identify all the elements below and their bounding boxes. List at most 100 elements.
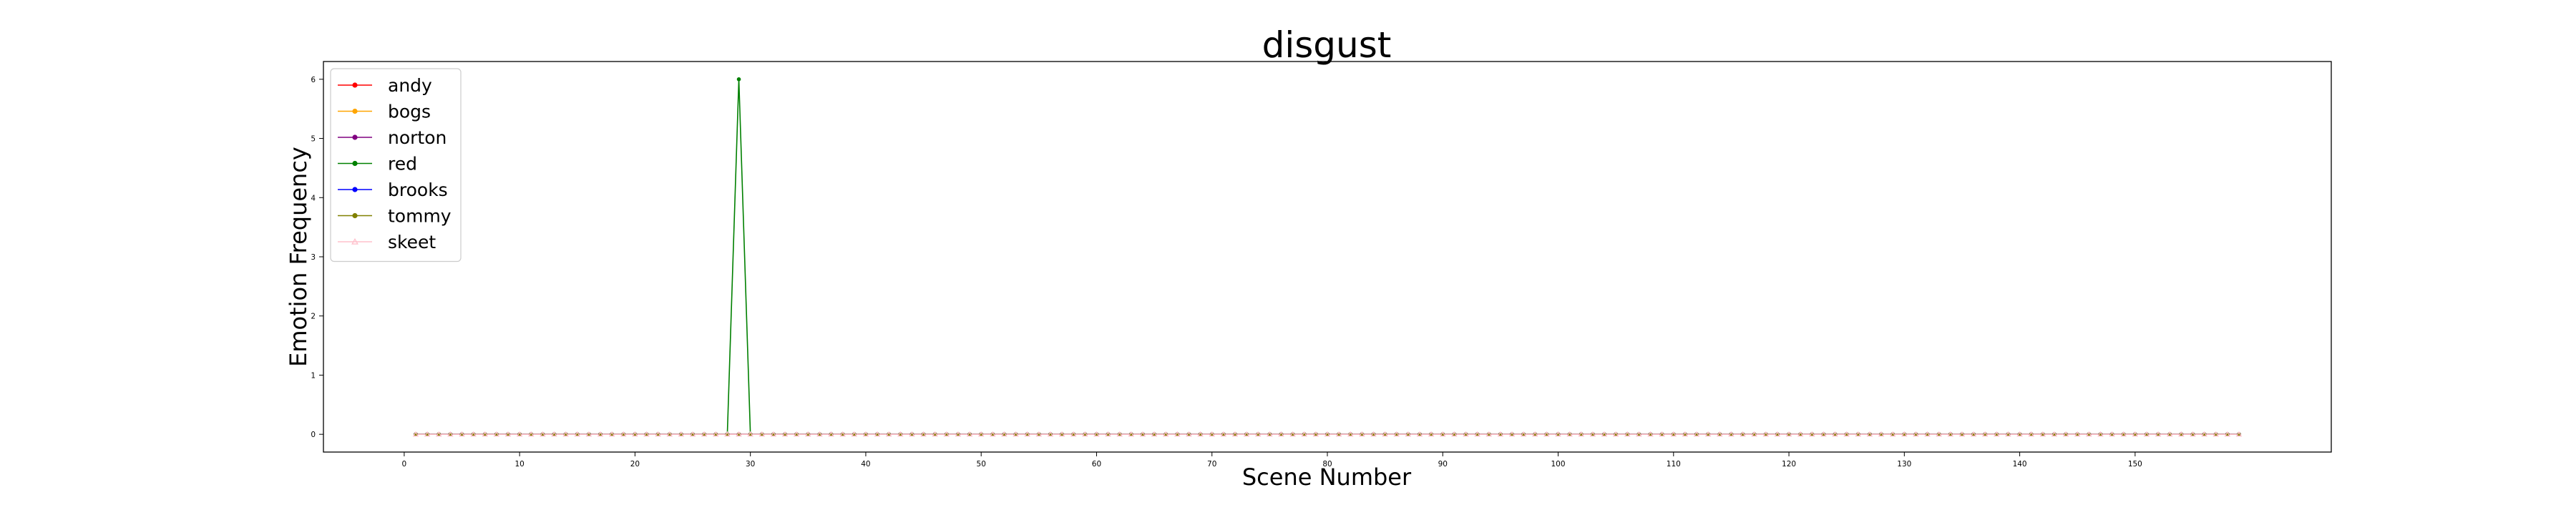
data-point: [1428, 431, 1435, 437]
data-point: [1970, 431, 1977, 437]
data-point: [540, 431, 546, 437]
data-point: [1278, 431, 1284, 437]
data-point: [1013, 431, 1019, 437]
data-point: [1105, 431, 1111, 437]
x-tick-label: 80: [1322, 460, 1332, 469]
x-tick-label: 150: [2128, 460, 2142, 469]
data-point: [1832, 431, 1838, 437]
data-point: [666, 431, 673, 437]
data-point: [597, 431, 604, 437]
data-point: [352, 160, 358, 167]
legend-item-brooks: brooks: [338, 180, 448, 200]
data-point: [1070, 431, 1077, 437]
data-point: [1520, 431, 1527, 437]
data-point: [839, 431, 846, 437]
data-point: [482, 431, 488, 437]
data-point: [932, 431, 938, 437]
data-point: [1659, 431, 1665, 437]
data-point: [1174, 431, 1181, 437]
data-point: [352, 108, 358, 114]
data-point: [1359, 431, 1365, 437]
data-point: [1243, 431, 1250, 437]
data-point: [2235, 431, 2243, 437]
x-tick-label: 130: [1897, 460, 1911, 469]
data-point: [1197, 431, 1204, 437]
x-tick-label: 140: [2013, 460, 2027, 469]
x-tick-label: 90: [1438, 460, 1448, 469]
legend-item-red: red: [338, 154, 417, 175]
data-point: [2062, 431, 2069, 437]
legend-label: norton: [388, 127, 447, 148]
data-point: [724, 431, 731, 437]
x-tick-label: 120: [1782, 460, 1796, 469]
data-point: [1335, 431, 1342, 437]
data-point: [1220, 431, 1227, 437]
data-point: [1440, 431, 1446, 437]
data-point: [2097, 431, 2104, 437]
data-point: [1128, 431, 1135, 437]
data-point: [1958, 431, 1966, 437]
y-tick-label: 3: [311, 253, 316, 262]
data-point: [1289, 431, 1296, 437]
data-point: [1566, 431, 1573, 437]
data-point: [990, 431, 996, 437]
data-point: [1416, 431, 1423, 437]
data-point: [701, 431, 708, 437]
data-point: [1497, 431, 1504, 437]
y-tick-label: 0: [311, 431, 316, 439]
x-tick-label: 30: [746, 460, 755, 469]
data-point: [1370, 431, 1377, 437]
data-point: [1347, 431, 1354, 437]
data-point: [2028, 431, 2034, 437]
data-point: [1082, 431, 1088, 437]
data-point: [459, 431, 465, 437]
y-tick-label: 1: [311, 371, 316, 380]
data-point: [2016, 431, 2023, 437]
series-markers-red: [414, 77, 2241, 436]
data-point: [1058, 431, 1065, 437]
y-tick-label: 4: [311, 194, 316, 202]
data-point: [1717, 431, 1723, 437]
data-point: [1139, 431, 1146, 437]
data-point: [1981, 431, 1989, 437]
data-point: [352, 134, 358, 140]
data-point: [585, 431, 592, 437]
data-point: [2051, 431, 2058, 437]
plot-frame: [323, 61, 2332, 453]
y-tick-label: 2: [311, 313, 316, 321]
data-point: [424, 431, 431, 437]
data-point: [1855, 431, 1862, 437]
data-point: [736, 77, 741, 82]
data-point: [2201, 431, 2207, 437]
data-point: [1001, 431, 1008, 437]
x-tick-label: 50: [977, 460, 986, 469]
chart-title: disgust: [1262, 24, 1392, 66]
data-point: [885, 431, 892, 437]
data-point: [874, 431, 881, 437]
x-tick-label: 20: [630, 460, 640, 469]
data-point: [1762, 431, 1770, 437]
data-point: [966, 431, 973, 437]
data-point: [470, 431, 477, 437]
data-point: [1474, 431, 1480, 437]
data-point: [955, 431, 962, 437]
data-point: [1728, 431, 1735, 437]
data-point: [1485, 431, 1492, 437]
x-axis-label: Scene Number: [1242, 464, 1412, 491]
data-point: [781, 431, 789, 437]
data-point: [1670, 431, 1677, 437]
data-point: [1612, 431, 1619, 437]
data-point: [1740, 431, 1746, 437]
data-point: [689, 431, 696, 437]
data-point: [1913, 431, 1919, 437]
legend-item-norton: norton: [338, 127, 447, 148]
data-point: [770, 431, 777, 437]
data-point: [352, 187, 358, 192]
legend-item-andy: andy: [338, 75, 432, 96]
data-point: [1843, 431, 1850, 437]
data-point: [758, 431, 766, 437]
data-point: [1035, 431, 1043, 437]
data-point: [1267, 431, 1273, 437]
data-point: [632, 431, 638, 437]
